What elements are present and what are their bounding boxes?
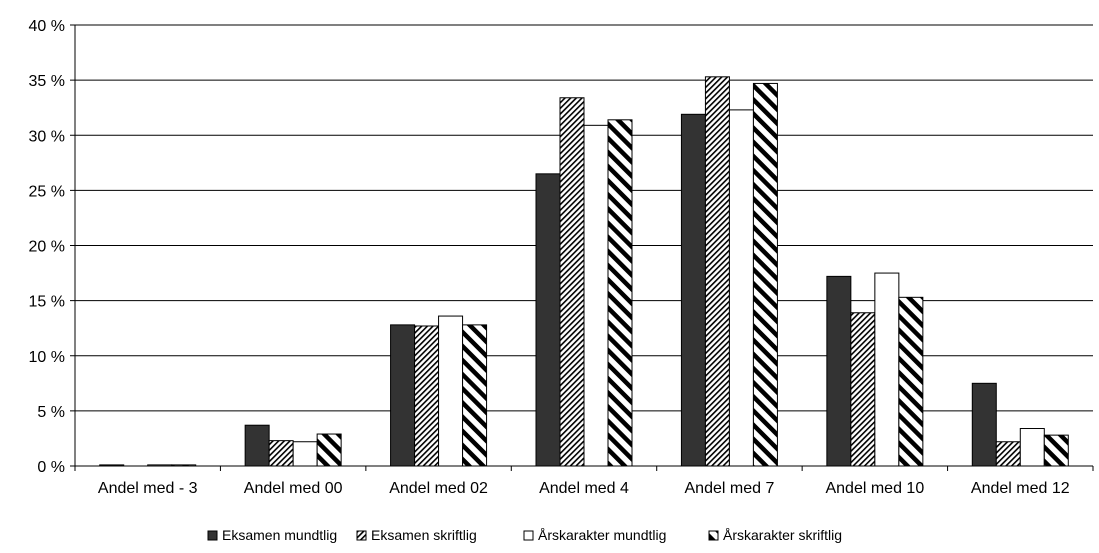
x-axis-tick-labels: Andel med - 3 Andel med 00 Andel med 02 And… — [98, 480, 1070, 497]
x-tick-label: Andel med 7 — [685, 480, 775, 497]
bar-årskarakter-mundtlig-1 — [292, 441, 318, 467]
x-tick-label: Andel med 00 — [244, 480, 343, 497]
bar-årskarakter-skriftlig-1 — [316, 433, 342, 467]
x-tick-label: Andel med 02 — [389, 480, 488, 497]
bar-eksamen-mundtlig-3 — [535, 173, 561, 467]
bar-eksamen-mundtlig-0 — [99, 464, 125, 467]
bar-årskarakter-skriftlig-5 — [898, 296, 924, 467]
legend-swatch — [207, 530, 218, 541]
y-tick-label: 25 % — [29, 183, 65, 200]
bar-årskarakter-skriftlig-3 — [607, 119, 633, 467]
y-tick-label: 35 % — [29, 73, 65, 90]
y-tick-label: 15 % — [29, 294, 65, 311]
bar-eksamen-skriftlig-2 — [414, 325, 440, 467]
bar-årskarakter-mundtlig-4 — [728, 109, 754, 467]
bar-eksamen-mundtlig-5 — [826, 275, 852, 467]
bar-årskarakter-mundtlig-6 — [1019, 428, 1045, 467]
bars — [99, 76, 1069, 467]
bar-eksamen-mundtlig-6 — [971, 382, 997, 467]
bar-eksamen-skriftlig-6 — [995, 441, 1021, 467]
legend-label: Årskarakter mundtlig — [538, 527, 666, 543]
bar-årskarakter-mundtlig-5 — [874, 272, 900, 467]
y-tick-label: 5 % — [37, 404, 65, 421]
legend-label: Eksamen mundtlig — [222, 527, 337, 543]
bar-årskarakter-mundtlig-2 — [438, 315, 464, 467]
x-tick-label: Andel med - 3 — [98, 480, 198, 497]
y-tick-label: 30 % — [29, 128, 65, 145]
legend-label: Eksamen skriftlig — [371, 527, 477, 543]
legend: Eksamen mundtlig Eksamen skriftlig Årskara… — [207, 527, 842, 543]
y-axis-tick-labels: 0 % 5 % 10 % 15 % 20 % 25 % 30 % 35 % 40 % — [29, 18, 65, 476]
bar-eksamen-mundtlig-1 — [244, 424, 270, 467]
y-tick-label: 10 % — [29, 349, 65, 366]
bar-eksamen-mundtlig-4 — [680, 113, 706, 467]
bar-årskarakter-skriftlig-4 — [752, 82, 778, 467]
legend-swatch — [523, 530, 534, 541]
x-tick-label: Andel med 4 — [539, 480, 629, 497]
legend-swatch — [708, 530, 719, 541]
bar-årskarakter-mundtlig-0 — [147, 464, 173, 467]
bar-årskarakter-skriftlig-2 — [462, 324, 488, 467]
x-tick-label: Andel med 12 — [971, 480, 1070, 497]
bar-eksamen-skriftlig-4 — [704, 76, 730, 467]
bar-eksamen-skriftlig-1 — [268, 440, 294, 467]
legend-swatch — [356, 530, 367, 541]
bar-eksamen-skriftlig-5 — [850, 312, 876, 467]
bar-årskarakter-skriftlig-6 — [1043, 434, 1069, 467]
bar-årskarakter-mundtlig-3 — [583, 124, 609, 467]
legend-label: Årskarakter skriftlig — [723, 527, 842, 543]
y-tick-label: 40 % — [29, 18, 65, 35]
bar-eksamen-mundtlig-2 — [390, 324, 416, 467]
bar-årskarakter-skriftlig-0 — [171, 464, 197, 467]
x-tick-label: Andel med 10 — [825, 480, 924, 497]
y-tick-label: 0 % — [37, 459, 65, 476]
bar-eksamen-skriftlig-3 — [559, 97, 585, 467]
y-tick-label: 20 % — [29, 239, 65, 256]
